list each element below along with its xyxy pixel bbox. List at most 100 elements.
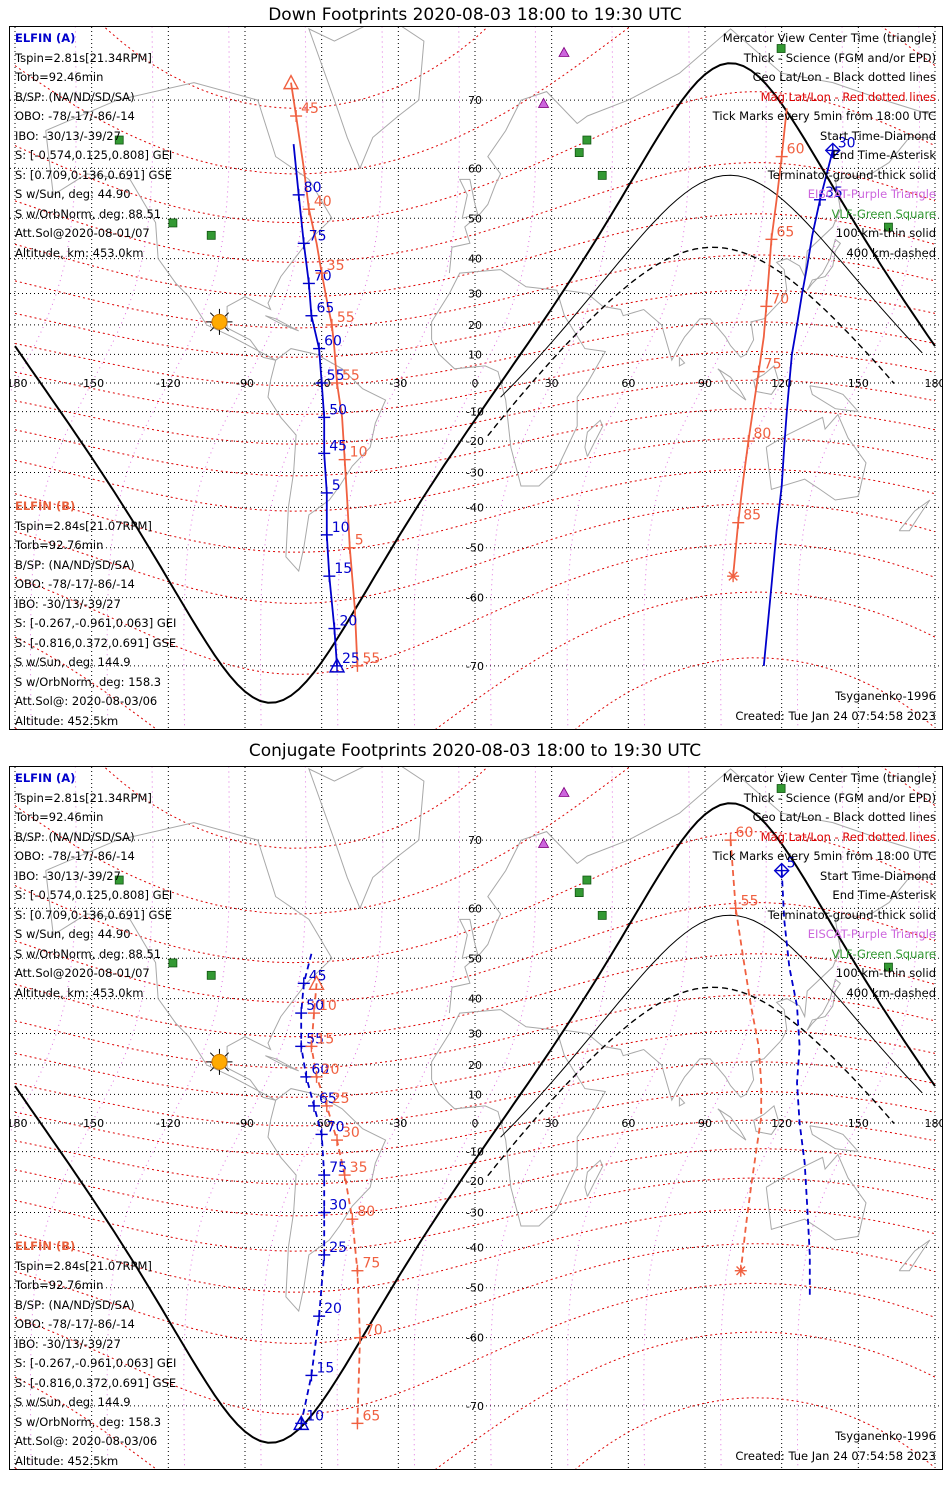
elfin-b-tick-label: 30 [342,1125,360,1141]
terminator-400km [487,986,895,1177]
elfin-a-info-line: S: [0.709,0.136,0.691] GSE [15,167,173,182]
legend-item: 100 km-thin solid [835,226,936,240]
coastline [765,413,867,501]
elfin-a-info-line: Altitude, km: 453.0km [15,985,144,1000]
mag-lat-line [14,953,936,1038]
y-tick-label: -70 [466,1400,484,1413]
terminator [14,802,936,1444]
legend-item: Tick Marks every 5min from 18:00 UTC [712,849,936,863]
y-tick-label: 50 [468,212,482,225]
ground-stations [114,784,893,980]
elfin-b-tick-label: 75 [362,1256,380,1272]
eiscat-triangle [558,46,570,57]
coastline [45,82,333,361]
elfin-a-tick-label: 10 [306,1408,324,1424]
y-tick-label: 30 [468,1027,482,1040]
mag-lat-line [14,503,936,604]
elfin-b-tick-label: 20 [322,1062,340,1078]
legend-item: VLF-Green Square [831,946,936,961]
created-timestamp: Created: Tue Jan 24 07:54:58 2023 [735,1449,936,1463]
elfin-b-tick-label: 55 [342,368,360,384]
elfin-b-tick-label: 65 [776,224,794,240]
legend-item: 100 km-thin solid [835,966,936,980]
elfin-a-track [292,144,338,666]
mag-lat-line [14,350,936,416]
coastline [806,238,842,291]
elfin-a-info-line: Torb=92.46min [15,810,104,824]
legend-item: Terminator-ground-thick solid [767,167,936,182]
x-tick-label: -150 [79,377,104,390]
mag-lat-line [14,321,936,387]
x-tick-label: -120 [156,1117,181,1130]
mag-lat-line [14,1119,936,1185]
coastline [458,918,479,959]
y-tick-label: -40 [466,1241,484,1254]
elfin-a-info-line: B/SP: (NA/ND/SD/SA) [15,829,135,844]
legend-item: 400 km-dashed [846,245,936,260]
elfin-a-info-line: Att.Sol@2020-08-01/07 [15,226,150,240]
footprint-tracks: 45 50 55 60 65 70 75 30 25 20 15 10 5 10 15 20 25 30 35 80 7… [293,825,811,1431]
terminator-100km [500,174,923,398]
elfin-b-tick-label: 55 [337,310,355,326]
vlf-square [776,44,786,53]
elfin-a-info-line: Att.Sol@2020-08-01/07 [15,966,150,980]
coastline [458,178,479,219]
vlf-square [582,875,592,885]
coastline [898,1239,931,1272]
x-tick-label: 150 [848,1117,869,1130]
elfin-a-info-line: Altitude, km: 453.0km [15,245,144,260]
elfin-b-info-line: Torb=92.76min [15,1278,104,1292]
sun-icon [206,308,233,335]
elfin-a-tick-label: 5 [332,478,341,494]
coastline [584,419,604,457]
y-tick-label: 70 [468,94,482,107]
y-tick-label: 20 [468,319,482,332]
coastline [265,1055,299,1072]
x-tick-label: -120 [156,377,181,390]
elfin-b-info-line: S: [-0.267,-0.961,0.063] GEI [15,1356,177,1370]
elfin-b-info-line: S: [-0.267,-0.961,0.063] GEI [15,616,177,630]
elfin-b-tick-label: 35 [327,258,345,274]
x-tick-label: 0 [472,377,479,390]
eiscat-triangle [537,97,550,108]
elfin-a-center-triangle [328,657,346,673]
elfin-b-info-line: S w/Sun, deg: 144.9 [15,1395,131,1409]
elfin-b-info-line: S: [-0.816,0.372,0.691] GSE [15,1375,177,1390]
down-footprints-panel: -180 -150 -120 -90 -60 -30 0 30 60 90 120 150 180 70 6… [9,26,943,730]
elfin-a-tick-label: 35 [825,185,843,201]
panel-title: Down Footprints 2020-08-03 18:00 to 19:3… [268,5,682,25]
elfin-b-info-line: Altitude: 452.5km [15,1453,119,1468]
sun-icon [206,1048,233,1075]
coastlines [45,27,936,573]
elfin-a-tick-label: 75 [309,228,327,244]
coastline [308,767,425,909]
y-tick-label: -40 [466,501,484,514]
elfin-a-info-line: S w/Sun, deg: 44.90 [15,927,131,941]
elfin-b-track [729,840,763,1271]
x-tick-label: -180 [10,1117,27,1130]
elfin-b-tick-label: 70 [771,291,789,307]
mag-lat-line [14,831,936,964]
elfin-a-tick-label: 20 [324,1301,342,1317]
y-tick-label: -30 [466,467,484,480]
legend-item: VLF-Green Square [831,206,936,221]
elfin-b-info-line: Tspin=2.84s[21.07RPM] [15,1258,152,1273]
vlf-square [597,910,607,920]
x-tick-label: -30 [389,1117,407,1130]
mag-lat-line [14,379,936,445]
x-tick-label: 90 [698,377,712,390]
x-tick-label: 180 [925,377,943,390]
elfin-b-tick-label: 80 [753,426,771,442]
mag-lat-line [14,1029,936,1098]
legend: Mercator View Center Time (triangle) Thic… [713,769,936,1003]
elfin-a-info-line: B/SP: (NA/ND/SD/SA) [15,89,135,104]
elfin-b-info-line: Tspin=2.84s[21.07RPM] [15,518,152,533]
elfin-a-start-diamond [773,862,790,879]
elfin-b-info-line: B/SP: (NA/ND/SD/SA) [15,1297,135,1312]
eiscat-triangle [537,837,550,848]
elfin-a-info-line: IBO: -30/13/-39/27 [15,128,121,143]
x-tick-label: 60 [621,1117,635,1130]
legend-item: Mercator View Center Time (triangle) [722,31,936,45]
coastline [431,269,607,487]
